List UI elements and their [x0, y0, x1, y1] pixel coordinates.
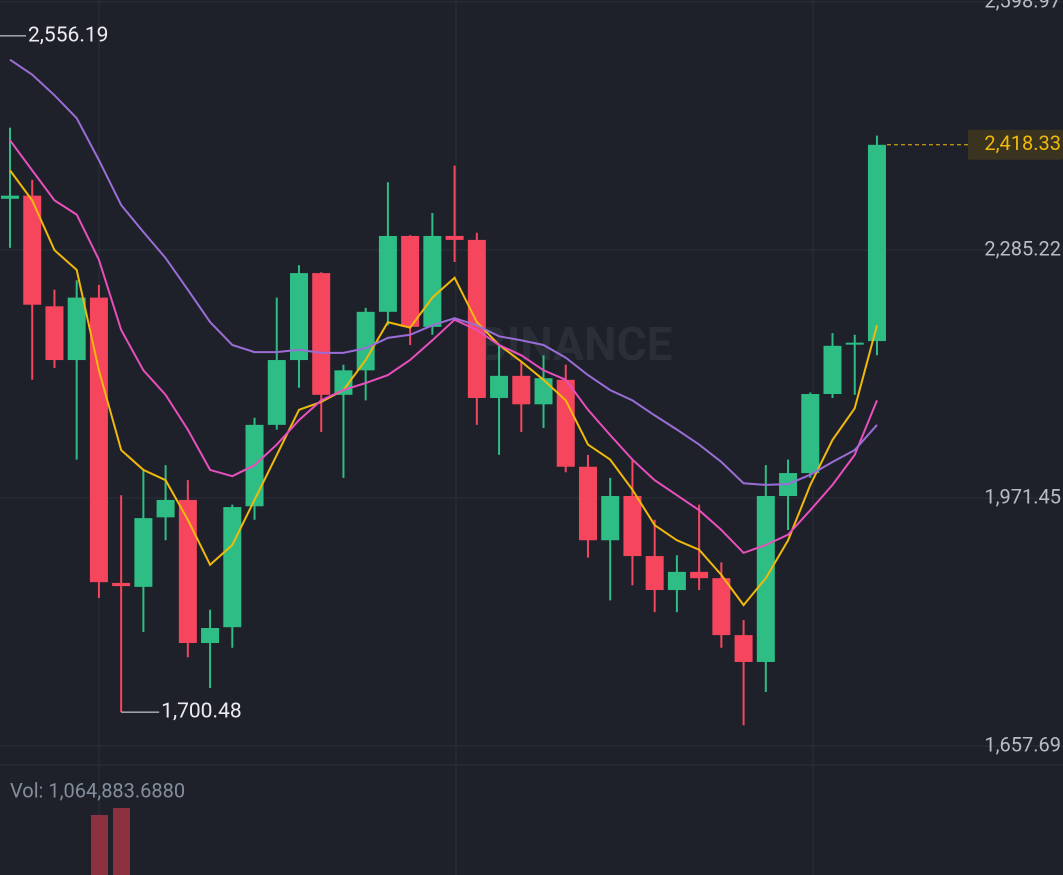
candle-body [734, 635, 753, 662]
candle-body [467, 239, 486, 398]
watermark: BINANCE [477, 318, 672, 372]
volume-bar [91, 815, 108, 875]
candle-body [178, 499, 197, 644]
candle-body [223, 507, 242, 628]
candle-body [201, 627, 220, 644]
candle-body [490, 375, 509, 398]
candle-body [289, 273, 308, 361]
candle-body [534, 378, 553, 405]
candle-body [512, 375, 531, 405]
candle-body [823, 345, 842, 395]
candle-body [45, 306, 64, 361]
candle-body [423, 235, 442, 327]
candle-body [23, 195, 42, 305]
ma-line [9, 58, 878, 486]
candle-body [601, 495, 620, 541]
y-tick-label: 1,657.69 [984, 732, 1061, 756]
candle-body [445, 235, 464, 240]
y-tick-label: 2,285.22 [984, 236, 1061, 260]
candle-body [623, 495, 642, 557]
candle-body [378, 235, 397, 312]
candle-body [67, 297, 86, 361]
candle-body [867, 144, 886, 342]
candle-body [556, 379, 575, 467]
candle-body [312, 273, 331, 395]
last-price-box [968, 129, 1063, 160]
candle-body [845, 342, 864, 345]
candle-body [401, 235, 420, 327]
candle-body [134, 518, 153, 587]
candle-body [112, 582, 131, 587]
y-tick-label: 2,598.97 [984, 0, 1061, 12]
candle-body [156, 499, 175, 518]
candle-body [267, 360, 286, 425]
volume-bar [113, 808, 130, 875]
y-tick-label: 1,971.45 [984, 484, 1061, 508]
low-marker-label: 1,700.48 [161, 700, 241, 724]
last-price-label: 2,418.33 [984, 131, 1061, 155]
volume-label: Vol: 1,064,883.6880 [10, 778, 185, 802]
candle-body [667, 571, 686, 591]
candle-body [89, 297, 108, 583]
candle-body [1, 195, 19, 199]
candle-body [578, 466, 597, 541]
ma-line [9, 169, 878, 607]
candle-body [712, 578, 731, 636]
ma-line [9, 139, 878, 555]
candle-body [356, 311, 375, 371]
candle-body [645, 556, 664, 591]
high-marker-label: 2,556.19 [28, 23, 108, 47]
candle-body [690, 571, 709, 579]
candle-body [801, 394, 820, 474]
